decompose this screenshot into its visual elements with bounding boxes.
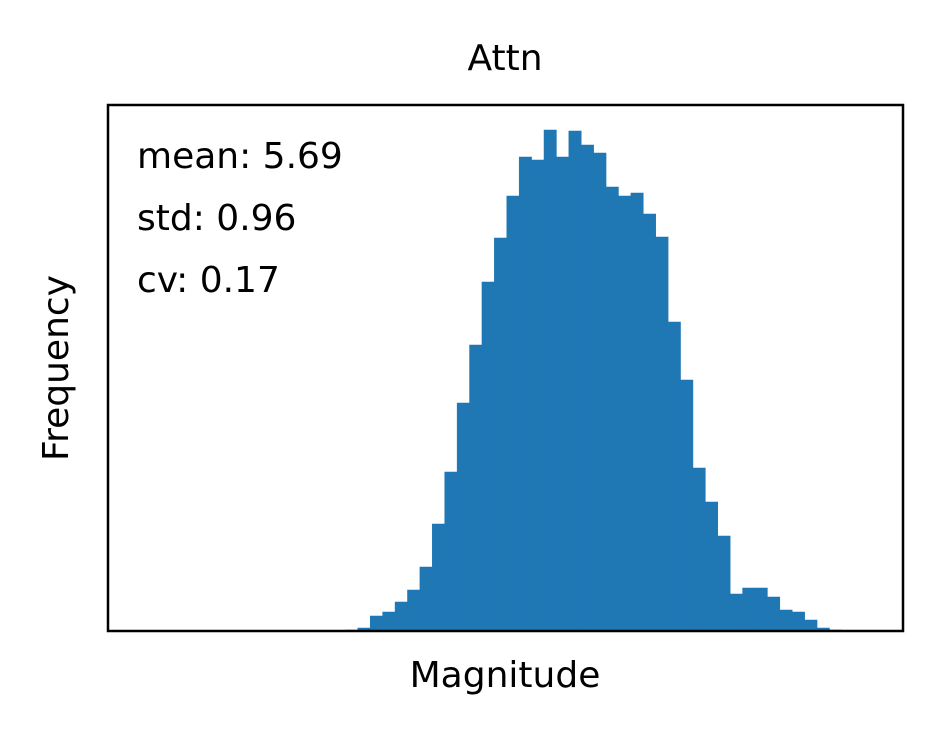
bar	[456, 402, 470, 632]
bar	[580, 144, 594, 632]
bar	[767, 596, 781, 632]
stat-annotation: mean: 5.69	[137, 136, 343, 177]
bar	[791, 611, 805, 632]
bar	[779, 609, 793, 632]
bar	[667, 321, 681, 632]
bar	[444, 471, 458, 632]
bar	[469, 344, 483, 632]
bar	[593, 152, 607, 632]
bar	[518, 156, 532, 632]
bar	[705, 501, 719, 632]
bar	[419, 566, 433, 632]
y-axis-label: Frequency	[36, 275, 77, 461]
plot-frame	[106, 103, 905, 633]
bar	[568, 130, 582, 632]
bar	[605, 186, 619, 632]
bar	[618, 195, 632, 632]
x-axis-label: Magnitude	[410, 655, 601, 696]
bar	[643, 213, 656, 632]
bar	[531, 159, 545, 632]
bar	[742, 587, 756, 632]
bar	[407, 589, 421, 632]
bar	[481, 281, 495, 632]
bar	[369, 615, 383, 632]
bar	[754, 587, 768, 632]
bars	[345, 129, 843, 632]
bar	[394, 601, 408, 632]
bar	[506, 195, 520, 632]
stat-annotation: cv: 0.17	[137, 260, 280, 301]
bar	[543, 129, 557, 632]
bar	[432, 523, 445, 632]
bar	[717, 535, 731, 632]
annotations: mean: 5.69 std: 0.96 cv: 0.17	[137, 136, 343, 301]
bar	[382, 611, 396, 632]
bar	[729, 593, 743, 632]
stat-annotation: std: 0.96	[137, 198, 296, 239]
bar	[692, 467, 706, 632]
bar	[804, 619, 818, 632]
bar	[556, 156, 570, 632]
bar	[680, 379, 694, 632]
bar	[494, 237, 508, 632]
bar	[630, 192, 644, 632]
bar	[655, 236, 669, 632]
chart-title: Attn	[467, 38, 542, 79]
